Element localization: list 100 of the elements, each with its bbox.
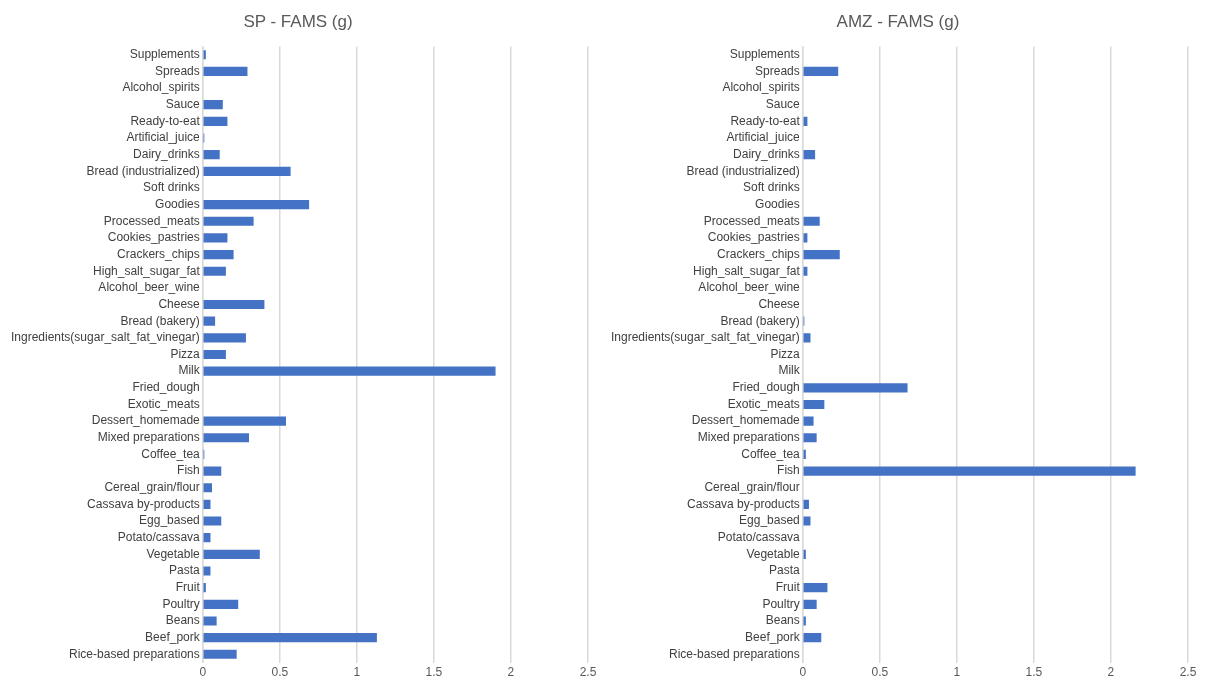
bar (203, 316, 216, 326)
y-tick-label: Ingredients(sugar_salt_fat_vinegar) (11, 330, 200, 345)
y-tick-label: Rice-based preparations (669, 646, 800, 661)
y-tick-label: Fruit (775, 579, 801, 594)
x-tick-label: 0.5 (871, 665, 889, 680)
bar (803, 399, 825, 410)
bar (203, 349, 226, 360)
y-tick-label: Cereal_grain/flour (704, 480, 800, 495)
y-tick-label: Supplements (729, 47, 800, 62)
y-tick-label: Exotic_meats (127, 396, 200, 411)
x-tick-label: 1.5 (425, 665, 443, 680)
y-tick-label: Dessert_homemade (91, 413, 201, 428)
y-tick-label: Supplements (129, 47, 200, 62)
bar (203, 166, 291, 176)
y-tick-label: Fried_dough (132, 380, 200, 395)
y-tick-label: Processed_meats (703, 213, 800, 228)
x-tick-label: 2 (507, 665, 515, 680)
y-tick-label: Beans (765, 613, 800, 628)
x-tick-label: 0.5 (271, 665, 289, 680)
bar (803, 583, 828, 593)
y-tick-label: Vegetable (746, 546, 801, 561)
y-tick-label: Dairy_drinks (133, 146, 200, 161)
y-tick-label: Pasta (169, 563, 201, 578)
bar (803, 66, 839, 76)
y-tick-label: Poultry (162, 596, 200, 611)
y-tick-label: Cheese (758, 296, 801, 311)
bar (203, 216, 254, 226)
y-tick-label: Crackers_chips (117, 246, 200, 261)
y-tick-label: Artificial_juice (126, 130, 201, 145)
y-tick-label: Alcohol_beer_wine (98, 280, 201, 295)
y-tick-label: Spreads (155, 63, 200, 78)
y-tick-label: Pizza (770, 346, 801, 361)
bar (803, 433, 817, 443)
y-tick-label: Coffee_tea (741, 446, 801, 461)
y-tick-label: Exotic_meats (727, 396, 800, 411)
y-tick-label: Rice-based preparations (69, 646, 200, 661)
y-tick-label: Goodies (155, 196, 200, 211)
bar (203, 333, 246, 343)
chart-title: SP - FAMS (g) (243, 11, 353, 31)
y-tick-label: Fruit (175, 579, 201, 594)
y-tick-label: Beans (165, 613, 200, 628)
x-tick-label: 0 (199, 665, 207, 680)
bar (203, 549, 260, 559)
y-tick-label: High_salt_sugar_fat (693, 263, 801, 278)
y-tick-label: Cassava by-products (687, 496, 800, 511)
bar (203, 516, 222, 526)
y-tick-label: Cookies_pastries (707, 230, 800, 245)
x-tick-label: 2.5 (1179, 665, 1197, 680)
bar (803, 516, 811, 526)
bar (203, 366, 496, 376)
bar (803, 416, 814, 426)
y-tick-label: Pizza (170, 346, 201, 361)
y-tick-label: Potato/cassava (117, 530, 201, 545)
bar (203, 416, 286, 426)
y-tick-label: Artificial_juice (726, 130, 801, 145)
y-tick-label: Beef_pork (745, 629, 801, 644)
x-tick-label: 2.5 (579, 665, 597, 680)
x-tick-label: 2 (1107, 665, 1115, 680)
y-tick-label: Ready-to-eat (130, 113, 201, 128)
y-tick-label: Coffee_tea (141, 446, 201, 461)
y-tick-label: Crackers_chips (717, 246, 800, 261)
y-tick-label: Fish (177, 463, 200, 478)
y-tick-label: Goodies (755, 196, 800, 211)
y-tick-label: Potato/cassava (717, 530, 801, 545)
y-tick-label: Fish (777, 463, 800, 478)
bar (203, 616, 217, 626)
bar (203, 299, 265, 310)
bar (203, 599, 239, 609)
y-tick-label: Bread (bakery) (120, 313, 200, 328)
y-tick-label: Milk (178, 363, 201, 378)
bar (803, 216, 820, 226)
y-tick-label: Mixed preparations (697, 430, 800, 445)
y-tick-label: Milk (778, 363, 801, 378)
y-tick-label: Alcohol_beer_wine (698, 280, 801, 295)
y-tick-label: Cookies_pastries (107, 230, 200, 245)
bar (803, 466, 1136, 476)
y-tick-label: Alcohol_spirits (122, 80, 200, 95)
y-tick-label: Cassava by-products (87, 496, 200, 511)
y-tick-label: Cheese (158, 296, 201, 311)
y-tick-label: Alcohol_spirits (722, 80, 800, 95)
y-tick-label: Spreads (755, 63, 800, 78)
bar (203, 649, 237, 659)
y-tick-label: High_salt_sugar_fat (93, 263, 201, 278)
y-tick-label: Vegetable (146, 546, 201, 561)
bar (803, 150, 816, 160)
x-tick-label: 1.5 (1025, 665, 1043, 680)
y-tick-label: Sauce (165, 97, 201, 111)
y-tick-label: Fried_dough (732, 380, 800, 395)
bar (203, 66, 248, 76)
y-tick-label: Sauce (765, 97, 801, 111)
bar (203, 200, 310, 210)
y-tick-label: Dessert_homemade (691, 413, 801, 428)
y-tick-label: Ready-to-eat (730, 113, 801, 128)
y-tick-label: Soft drinks (743, 180, 800, 195)
y-tick-label: Beef_pork (145, 629, 201, 644)
x-tick-label: 1 (953, 665, 961, 680)
bar (203, 633, 377, 643)
bar (803, 633, 822, 643)
bar (203, 433, 249, 443)
bar (203, 233, 228, 243)
